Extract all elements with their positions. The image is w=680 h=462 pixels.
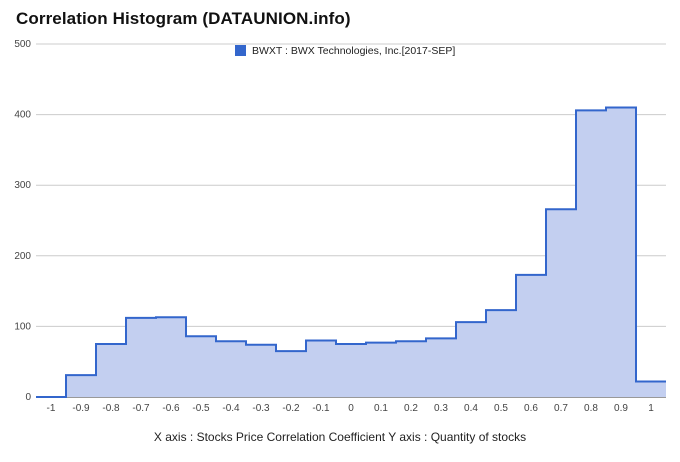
x-tick-label: -1 (47, 403, 56, 414)
x-tick-label: -0.9 (72, 403, 90, 414)
y-tick-label: 400 (14, 110, 31, 121)
x-tick-label: -0.6 (162, 403, 180, 414)
y-tick-label: 100 (14, 321, 31, 332)
legend-label: BWXT : BWX Technologies, Inc.[2017-SEP] (252, 45, 455, 57)
series-area-fill (36, 107, 666, 397)
x-tick-label: -0.7 (132, 403, 150, 414)
chart-title: Correlation Histogram (DATAUNION.info) (16, 9, 351, 28)
x-tick-label: -0.8 (102, 403, 120, 414)
x-tick-label: 0.4 (464, 403, 478, 414)
x-tick-label: 1 (648, 403, 654, 414)
x-tick-label: 0 (348, 403, 354, 414)
legend[interactable]: BWXT : BWX Technologies, Inc.[2017-SEP] (235, 45, 455, 57)
x-tick-label: -0.5 (192, 403, 210, 414)
x-tick-label: 0.9 (614, 403, 628, 414)
series-area (36, 106, 666, 398)
y-tick-label: 200 (14, 251, 31, 262)
x-tick-label: 0.7 (554, 403, 568, 414)
x-tick-label: -0.1 (312, 403, 330, 414)
x-tick-label: 0.6 (524, 403, 538, 414)
x-tick-label: -0.4 (222, 403, 240, 414)
x-tick-label: 0.3 (434, 403, 448, 414)
x-tick-label: 0.2 (404, 403, 418, 414)
x-tick-labels: -1 -0.9 -0.8 -0.7 -0.6 -0.5 -0.4 -0.3 -0.2 -0.1 0 0… (47, 403, 655, 414)
x-tick-label: 0.1 (374, 403, 388, 414)
legend-swatch (235, 45, 246, 56)
y-tick-label: 300 (14, 180, 31, 191)
axis-caption: X axis : Stocks Price Correlation Coeffi… (153, 430, 527, 444)
x-tick-label: -0.3 (252, 403, 270, 414)
x-tick-label: -0.2 (282, 403, 300, 414)
x-tick-label: 0.5 (494, 403, 508, 414)
x-tick-label: 0.8 (584, 403, 598, 414)
y-tick-label: 0 (25, 392, 31, 403)
series-line (36, 106, 666, 398)
y-tick-labels: 0 100 200 300 400 500 (14, 39, 31, 403)
y-tick-label: 500 (14, 39, 31, 50)
